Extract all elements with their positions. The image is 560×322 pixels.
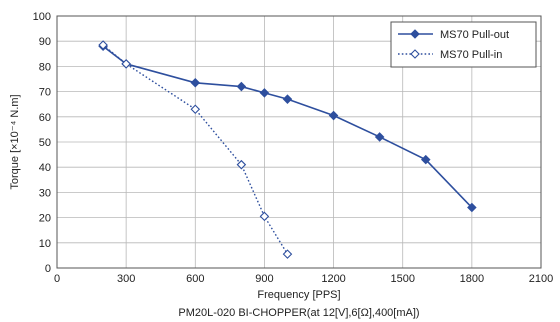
x-tick-label: 600	[186, 273, 204, 285]
data-point-marker	[420, 154, 431, 165]
x-axis-ticks: 0 300 600 900 1200 1500 1800 2100	[54, 273, 553, 285]
y-tick-label: 80	[39, 61, 51, 73]
y-tick-label: 100	[33, 11, 51, 23]
y-tick-label: 60	[39, 112, 51, 124]
y-tick-label: 90	[39, 36, 51, 48]
plot-area-frame	[56, 15, 542, 269]
legend-marker-pull-out	[410, 29, 420, 39]
chart-caption: PM20L-020 BI-CHOPPER(at 12[V],6[Ω],400[m…	[178, 307, 419, 319]
data-point-marker	[121, 59, 131, 69]
y-tick-label: 30	[39, 187, 51, 199]
legend-label-pull-in: MS70 Pull-in	[440, 49, 502, 61]
data-point-marker	[190, 104, 201, 115]
data-point-marker	[328, 110, 339, 121]
x-axis-title: Frequency [PPS]	[257, 289, 340, 301]
data-point-marker	[236, 81, 247, 92]
legend-label-pull-out: MS70 Pull-out	[440, 29, 509, 41]
x-tick-label: 2100	[529, 273, 553, 285]
y-axis-ticks: 0 10 20 30 40 50 60 70 80 90 100	[33, 11, 51, 275]
x-tick-label: 300	[117, 273, 135, 285]
legend: MS70 Pull-out MS70 Pull-in	[390, 21, 537, 68]
x-tick-label: 900	[255, 273, 273, 285]
data-point-marker	[259, 88, 270, 98]
y-tick-label: 50	[39, 137, 51, 149]
x-tick-label: 0	[54, 273, 60, 285]
data-point-marker	[282, 94, 293, 104]
series-pull-out	[98, 41, 477, 213]
data-series	[98, 40, 477, 259]
x-tick-label: 1200	[321, 273, 345, 285]
data-point-marker	[282, 249, 293, 259]
series-line	[102, 44, 289, 255]
series-pull-in	[98, 40, 293, 259]
y-tick-label: 40	[39, 162, 51, 174]
y-tick-label: 70	[39, 87, 51, 99]
data-point-marker	[236, 159, 247, 170]
data-point-marker	[259, 211, 270, 222]
data-point-marker	[374, 132, 385, 142]
x-tick-label: 1500	[390, 273, 414, 285]
series-line	[102, 45, 473, 209]
y-tick-label: 20	[39, 213, 51, 225]
y-tick-label: 10	[39, 238, 51, 250]
x-tick-label: 1800	[460, 273, 484, 285]
data-point-marker	[190, 78, 201, 88]
y-tick-label: 0	[45, 263, 51, 275]
data-point-marker	[467, 202, 477, 213]
data-point-marker	[98, 40, 108, 50]
legend-marker-pull-in	[410, 49, 420, 59]
y-axis-title: Torque [×10⁻⁴ N.m]	[9, 94, 21, 189]
